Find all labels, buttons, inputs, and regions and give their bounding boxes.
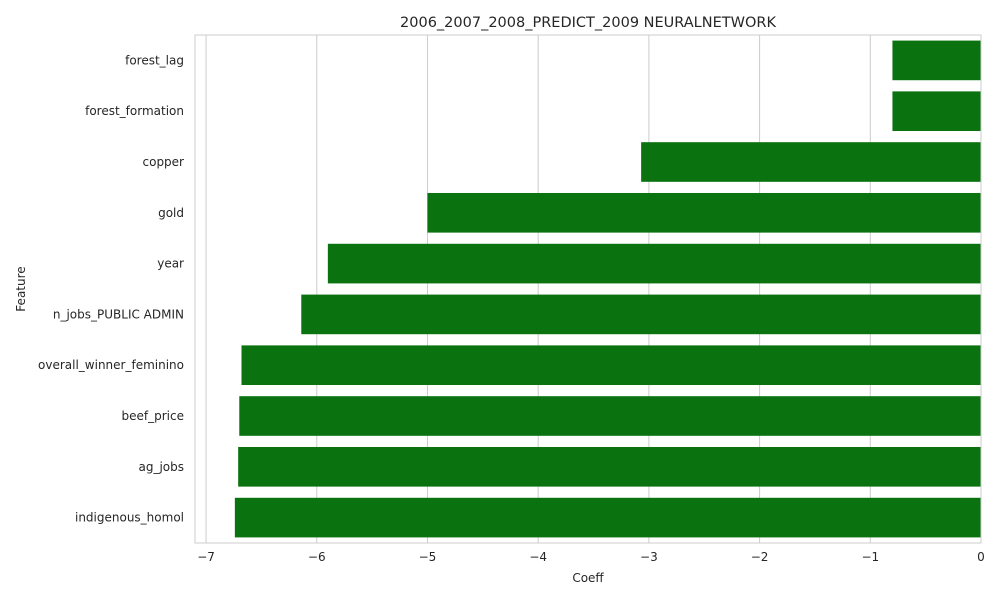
y-tick-label: copper: [143, 155, 185, 169]
bar-copper: [641, 142, 981, 182]
bar-forest-lag: [892, 40, 981, 81]
x-ticks: −7 −6 −5 −4 −3 −2 −1 0: [197, 550, 985, 564]
x-tick-label: −1: [861, 550, 879, 564]
x-tick-label: 0: [977, 550, 985, 564]
x-tick-label: −4: [529, 550, 547, 564]
x-tick-label: −3: [640, 550, 658, 564]
y-tick-label: beef_price: [122, 409, 184, 423]
y-tick-label: year: [157, 257, 184, 271]
bar-beef-price: [239, 396, 982, 436]
bar-forest-formation: [892, 91, 981, 132]
x-axis-label: Coeff: [572, 571, 604, 585]
x-tick-label: −6: [308, 550, 326, 564]
y-axis-label: Feature: [14, 266, 28, 311]
bar-overall-winner-feminino: [241, 345, 981, 386]
bar-year: [327, 243, 981, 284]
bar-ag-jobs: [238, 446, 981, 487]
x-tick-label: −5: [419, 550, 437, 564]
bar-gold: [427, 192, 981, 233]
y-tick-label: forest_lag: [125, 53, 184, 67]
x-tick-label: −7: [197, 550, 215, 564]
chart-title: 2006_2007_2008_PREDICT_2009 NEURALNETWOR…: [400, 15, 776, 31]
bar-indigenous-homol: [234, 497, 981, 538]
y-tick-label: ag_jobs: [138, 460, 184, 474]
x-tick-label: −2: [751, 550, 769, 564]
plot-frame: [194, 34, 982, 544]
bar-n-jobs-public-admin: [301, 294, 981, 335]
y-tick-label: n_jobs_PUBLIC ADMIN: [53, 307, 184, 321]
y-tick-label: overall_winner_feminino: [38, 358, 184, 372]
y-tick-label: indigenous_homol: [75, 511, 184, 525]
bars: [234, 40, 982, 538]
y-tick-label: gold: [158, 206, 184, 220]
y-tick-label: forest_formation: [85, 104, 184, 118]
